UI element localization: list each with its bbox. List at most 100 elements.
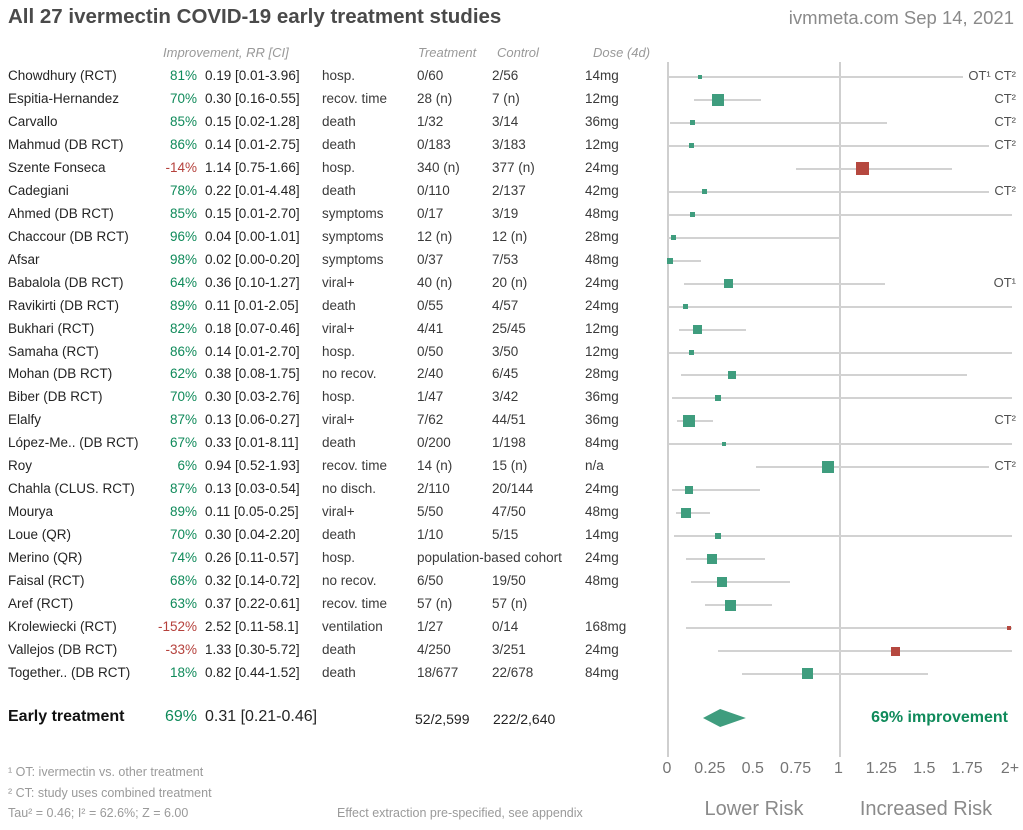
study-outcome: death [322,182,356,198]
ci-line [756,466,998,469]
increased-risk-label: Increased Risk [859,798,993,820]
effect-marker [715,533,722,540]
study-improvement: 85% [169,113,197,129]
study-outcome: hosp. [322,550,356,566]
column-header-control: Control [497,45,539,60]
study-treatment-count: 0/200 [417,435,451,451]
study-treatment-count: 4/250 [417,642,451,657]
summary-label: Early treatment [8,708,125,725]
study-name: Roy [8,458,33,474]
effect-marker [702,189,708,195]
study-improvement: 74% [169,550,197,566]
effect-marker [667,257,674,264]
study-improvement: 86% [169,136,197,152]
column-header-dose: Dose (4d) [593,45,651,60]
axis-line-zero [667,62,669,757]
study-rr-ci: 0.02 [0.00-0.20] [205,251,300,267]
effect-marker [680,508,691,519]
study-outcome: viral+ [322,412,355,428]
study-improvement: -14% [165,159,197,175]
effect-marker [690,212,696,218]
effect-marker [724,599,736,611]
study-dose: 12mg [585,90,619,106]
study-improvement: 18% [169,664,197,680]
study-control-count: 1/198 [492,435,526,451]
study-dose: 48mg [585,573,619,589]
effect-marker [688,350,694,356]
study-dose: 84mg [585,664,619,680]
effect-marker [697,75,702,79]
ci-line [672,489,760,492]
study-name: Chaccour (DB RCT) [8,228,129,244]
study-treatment-count: 340 (n) [417,159,460,175]
study-name: Chahla (CLUS. RCT) [8,481,135,497]
study-outcome: no disch. [322,481,377,497]
study-control-count: 3/42 [492,389,519,405]
study-outcome: viral+ [322,274,355,290]
study-improvement: 89% [169,504,197,520]
study-improvement: 67% [169,435,197,451]
axis-tick-label: 0.25 [694,760,726,777]
footnote-ot: ¹ OT: ivermectin vs. other treatment [8,765,204,779]
study-name: Szente Fonseca [8,159,106,175]
study-name: Chowdhury (RCT) [8,68,117,83]
study-dose: 24mg [585,550,619,566]
study-name: Biber (DB RCT) [8,389,103,405]
footnote-heterogeneity: Tau² = 0.46; I² = 62.6%; Z = 6.00 [8,806,189,820]
study-control-count: 4/57 [492,297,519,313]
ci-line [680,374,968,377]
study-dose: 12mg [585,343,619,359]
column-header-treatment: Treatment [418,45,477,60]
summary-rr-ci: 0.31 [0.21-0.46] [205,708,318,725]
study-outcome: death [322,297,356,313]
ci-line [795,167,952,170]
study-name: Mahmud (DB RCT) [8,136,124,152]
study-rr-ci: 0.13 [0.03-0.54] [205,481,300,497]
summary-control-count: 222/2,640 [493,711,556,727]
study-name: Faisal (RCT) [8,573,85,589]
study-treatment-count: 2/110 [417,481,450,497]
study-outcome: viral+ [322,320,355,336]
column-header-improvement: Improvement, RR [CI] [163,45,289,60]
axis-tick-label: 0 [662,760,672,777]
effect-marker [822,461,835,474]
study-treatment-count: 6/50 [417,573,444,589]
study-treatment-count: 0/50 [417,343,444,359]
study-improvement: 86% [169,343,197,359]
study-outcome: symptoms [322,228,384,244]
study-rr-ci: 0.94 [0.52-1.93] [205,458,300,474]
study-control-count: 7 (n) [492,90,520,106]
study-outcome: ventilation [322,619,383,635]
study-improvement: -33% [165,642,197,657]
study-rr-ci: 0.26 [0.11-0.57] [205,550,299,566]
study-control-count: 7/53 [492,251,519,267]
effect-marker [688,143,694,149]
study-treatment-count: population-based cohort [417,550,562,566]
study-rr-ci: 0.18 [0.07-0.46] [205,320,300,336]
source-and-date: ivmmeta.com Sep 14, 2021 [788,7,1014,28]
study-improvement: 87% [169,412,197,428]
annotation-label: OT¹ [988,274,1016,290]
study-dose: 24mg [585,274,619,290]
study-name: Babalola (DB RCT) [8,274,124,290]
axis-tick-label: 1 [834,760,843,777]
effect-marker [890,646,900,656]
study-outcome: death [322,527,356,543]
effect-marker [724,279,734,289]
reference-line-rr1 [839,62,841,757]
study-improvement: 85% [169,205,197,221]
study-control-count: 2/56 [492,68,519,83]
ci-line [672,397,1012,400]
study-control-count: 377 (n) [492,159,535,175]
study-dose: 48mg [585,504,619,520]
study-treatment-count: 1/47 [417,389,444,405]
study-treatment-count: 1/10 [417,527,444,543]
ci-line [667,236,841,239]
study-improvement: 98% [169,251,197,267]
effect-marker [685,486,694,495]
study-dose: 36mg [585,412,619,428]
study-improvement: 70% [169,90,197,106]
ci-line [718,650,1012,652]
ci-line [677,420,714,423]
footnote-effect-extraction: Effect extraction pre-specified, see app… [337,806,583,820]
